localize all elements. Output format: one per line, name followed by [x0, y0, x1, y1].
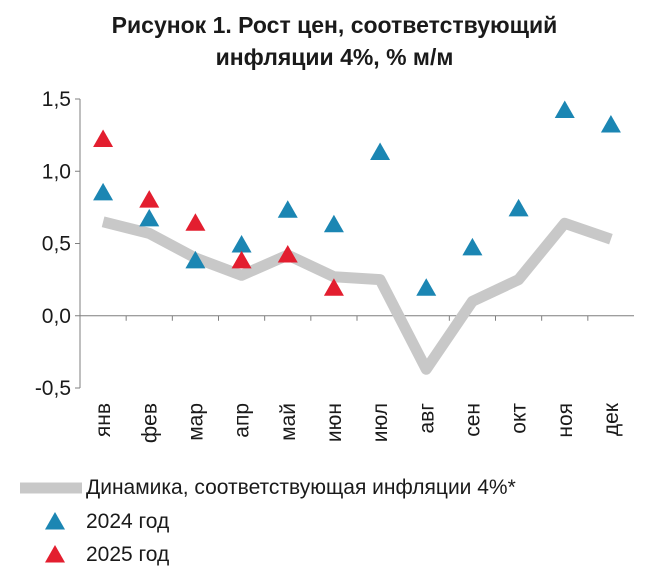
marker-2024 — [416, 278, 437, 296]
marker-2024 — [93, 182, 114, 201]
line-series-layer — [101, 216, 613, 375]
chart-title: Рисунок 1. Рост цен, соответствующий — [111, 12, 558, 38]
marker-2025 — [323, 278, 344, 296]
marker-2025 — [231, 250, 252, 269]
x-tick-label: дек — [600, 402, 623, 436]
x-tick-label: сен — [461, 403, 484, 437]
x-tick-label: авг — [415, 403, 438, 434]
marker-layer — [93, 100, 621, 296]
legend-marks — [20, 482, 82, 563]
y-tick-labels: 1,5 1,0 0,5 0,0 -0,5 — [35, 88, 71, 400]
marker-2025 — [277, 245, 298, 263]
x-tick-label: ноя — [554, 403, 577, 438]
x-tick-label: мар — [184, 403, 207, 441]
marker-2024 — [139, 208, 160, 227]
marker-2024 — [370, 142, 391, 160]
x-tick-labels: янв фев мар апр май июн июл авг сен окт ноя дек — [92, 402, 623, 443]
y-tick-label: 0,5 — [42, 233, 71, 256]
marker-2025 — [93, 129, 114, 147]
marker-2025 — [185, 213, 206, 231]
marker-2024 — [277, 200, 298, 218]
x-tick-label: фев — [138, 403, 161, 443]
marker-2024 — [185, 250, 206, 269]
y-tick-label: 1,0 — [42, 160, 71, 183]
marker-2025 — [139, 190, 160, 208]
x-tick-label: июн — [323, 403, 346, 442]
x-tick-label: янв — [92, 403, 115, 437]
line-series-4pct — [101, 216, 613, 375]
marker-2024 — [323, 214, 344, 233]
legend-marker-2024 — [45, 512, 65, 530]
axes — [75, 98, 634, 389]
legend-label-line: Динамика, соответствующая инфляции 4%* — [86, 476, 516, 499]
x-tick-label: окт — [508, 403, 531, 434]
y-tick-label: -0,5 — [35, 377, 71, 400]
chart-title-line2: инфляции 4%, % м/м — [215, 44, 454, 70]
legend-label-2024: 2024 год — [86, 510, 170, 533]
y-tick-label: 0,0 — [42, 305, 71, 328]
marker-2024 — [462, 237, 483, 256]
marker-2024 — [231, 234, 252, 253]
marker-2024 — [508, 198, 529, 217]
y-tick-label: 1,5 — [42, 88, 71, 111]
legend-marker-2025 — [45, 545, 65, 563]
x-tick-label: июл — [369, 403, 392, 442]
marker-2024 — [600, 115, 621, 133]
x-tick-label: апр — [231, 403, 254, 438]
x-tick-label: май — [277, 403, 300, 441]
marker-2024 — [554, 100, 575, 119]
legend-label-2025: 2025 год — [86, 543, 170, 566]
